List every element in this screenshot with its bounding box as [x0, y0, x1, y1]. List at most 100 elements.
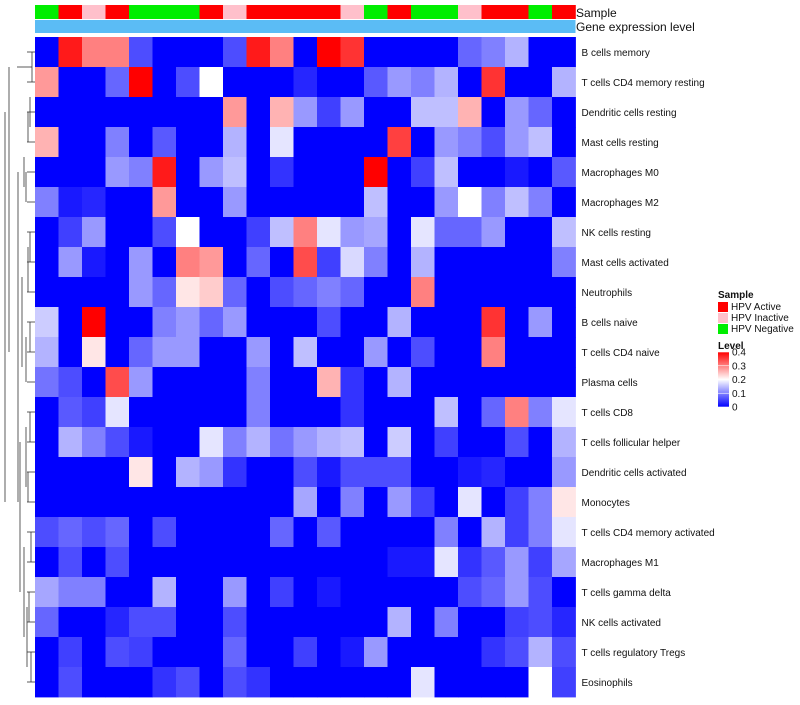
heatmap-cell: [246, 607, 271, 638]
heatmap-cell: [411, 547, 435, 578]
heatmap-cell: [364, 547, 388, 578]
heatmap-cell: [434, 487, 459, 518]
heatmap-cell: [152, 577, 177, 608]
heatmap-cell: [340, 337, 365, 368]
heatmap-cell: [35, 427, 59, 458]
heatmap-cell: [481, 577, 506, 608]
heatmap-cell: [505, 187, 529, 218]
heatmap-cell: [223, 97, 247, 128]
sample-annotation-cell: [317, 5, 341, 19]
sample-annotation-cell: [387, 5, 412, 19]
sample-legend-label: HPV Inactive: [731, 313, 789, 324]
heatmap-cell: [387, 277, 412, 308]
row-label: T cells gamma delta: [582, 588, 672, 599]
sample-annotation-cell: [528, 5, 553, 19]
heatmap-cell: [528, 577, 553, 608]
heatmap-cell: [340, 97, 365, 128]
heatmap-cell: [176, 547, 200, 578]
heatmap-cell: [364, 217, 388, 248]
heatmap-cell: [458, 187, 482, 218]
heatmap-cell: [552, 427, 576, 458]
heatmap-cell: [340, 127, 365, 158]
heatmap-cell: [223, 157, 247, 188]
heatmap-cell: [481, 37, 506, 68]
heatmap-cell: [434, 607, 459, 638]
heatmap-cell: [270, 337, 294, 368]
heatmap-cell: [528, 157, 553, 188]
sample-annotation-cell: [105, 5, 130, 19]
heatmap-cell: [293, 517, 318, 548]
heatmap-cell: [129, 577, 153, 608]
heatmap-cell: [270, 67, 294, 98]
heatmap-cell: [129, 247, 153, 278]
heatmap-cell: [105, 637, 130, 668]
heatmap-cell: [317, 67, 341, 98]
heatmap-cell: [293, 187, 318, 218]
heatmap-cell: [481, 307, 506, 338]
heatmap-cell: [152, 367, 177, 398]
level-legend-tick-label: 0.2: [732, 375, 746, 386]
heatmap-cell: [505, 97, 529, 128]
heatmap-cell: [152, 517, 177, 548]
heatmap-cell: [505, 517, 529, 548]
heatmap-cell: [293, 37, 318, 68]
heatmap-cell: [105, 277, 130, 308]
heatmap-cell: [458, 457, 482, 488]
heatmap-cell: [199, 277, 224, 308]
heatmap-cell: [35, 67, 59, 98]
heatmap-cell: [340, 457, 365, 488]
heatmap-cell: [246, 187, 271, 218]
heatmap-cell: [387, 517, 412, 548]
sample-legend-swatch: [718, 313, 728, 323]
row-label: Macrophages M1: [582, 558, 660, 569]
heatmap-cell: [270, 607, 294, 638]
heatmap-cell: [293, 397, 318, 428]
row-label: Plasma cells: [582, 378, 638, 389]
heatmap-cell: [387, 457, 412, 488]
heatmap-cell: [458, 577, 482, 608]
sample-annotation-cell: [152, 5, 177, 19]
heatmap-cell: [458, 217, 482, 248]
heatmap-cell: [35, 457, 59, 488]
row-label: T cells CD8: [582, 408, 634, 419]
heatmap-cell: [152, 607, 177, 638]
heatmap-cell: [270, 187, 294, 218]
row-label: NK cells activated: [582, 618, 661, 629]
heatmap-cell: [317, 217, 341, 248]
heatmap-cell: [434, 547, 459, 578]
heatmap-cell: [129, 37, 153, 68]
heatmap-cell: [35, 517, 59, 548]
heatmap-cell: [129, 277, 153, 308]
heatmap-cell: [270, 157, 294, 188]
heatmap-cell: [270, 307, 294, 338]
heatmap-cell: [434, 517, 459, 548]
heatmap-cell: [246, 487, 271, 518]
heatmap-cell: [246, 217, 271, 248]
heatmap-cell: [317, 97, 341, 128]
heatmap-cell: [129, 337, 153, 368]
heatmap-cell: [481, 487, 506, 518]
heatmap-cell: [411, 607, 435, 638]
sample-legend-title: Sample: [718, 290, 754, 301]
heatmap-cell: [340, 487, 365, 518]
heatmap-cell: [246, 397, 271, 428]
heatmap-cell: [458, 37, 482, 68]
heatmap-cell: [317, 667, 341, 698]
heatmap-cell: [411, 217, 435, 248]
heatmap-cell: [105, 667, 130, 698]
heatmap-cell: [528, 127, 553, 158]
heatmap-cell: [340, 427, 365, 458]
heatmap-cell: [340, 187, 365, 218]
heatmap-cell: [199, 307, 224, 338]
heatmap-cell: [411, 37, 435, 68]
heatmap-cell: [58, 547, 83, 578]
heatmap-cell: [152, 157, 177, 188]
heatmap-cell: [152, 427, 177, 458]
row-label: T cells follicular helper: [582, 438, 681, 449]
heatmap-cell: [176, 397, 200, 428]
sample-annotation-cell: [458, 5, 482, 19]
heatmap-cell: [434, 457, 459, 488]
heatmap-cell: [364, 607, 388, 638]
heatmap-cell: [505, 127, 529, 158]
